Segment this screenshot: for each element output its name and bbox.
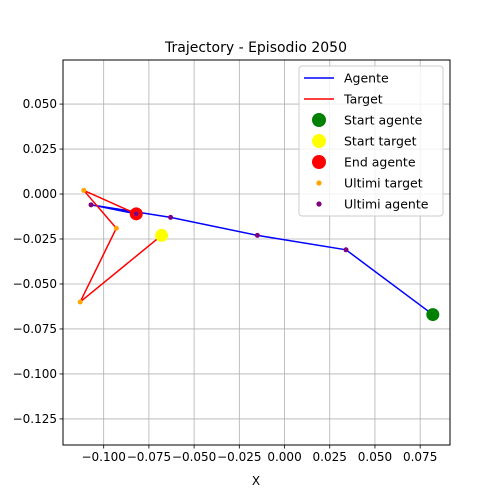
legend-label-ultimi-target: Ultimi target [344,176,423,191]
x-tick-label: 0.075 [403,450,437,464]
x-tick-label: −0.050 [172,450,216,464]
x-tick-label: 0.000 [267,450,301,464]
y-tick-label: 0.050 [23,97,57,111]
last-agent-point [254,232,260,238]
x-tick-label: 0.050 [358,450,392,464]
last-agent-point [343,247,349,253]
y-tick-label: −0.075 [13,322,57,336]
last-target-point [77,299,83,305]
axes-frame [62,59,451,446]
legend-swatch-end-agente [312,155,326,169]
y-tick-label: −0.050 [13,277,57,291]
x-tick-label: −0.100 [81,450,125,464]
start-agent-marker [426,308,440,322]
last-target-point [113,225,119,231]
legend-swatch-ultimi-target [316,180,322,186]
last-agent-point [168,214,174,220]
x-tick-label: −0.025 [217,450,261,464]
y-tick-label: 0.000 [23,187,57,201]
legend-label-start-agente: Start agente [344,113,423,128]
y-tick-label: −0.125 [13,412,57,426]
y-tick-label: −0.100 [13,367,57,381]
legend-box [298,65,444,217]
x-tick-label: 0.025 [313,450,347,464]
legend-label-ultimi-agente: Ultimi agente [344,197,429,212]
legend: Agente Target Start agente Start target End … [298,65,444,217]
plot-area [77,187,440,322]
tick-layer: −0.100 −0.075 −0.050 −0.025 0.000 0.025 0.050 0… [13,97,438,464]
legend-swatch-start-agente [312,113,326,127]
legend-swatch-start-target [312,134,326,148]
legend-label-start-target: Start target [344,134,417,149]
y-tick-label: 0.025 [23,142,57,156]
last-agent-point [88,202,94,208]
last-target-point [81,187,87,193]
chart-title: Trajectory - Episodio 2050 [164,40,347,56]
y-tick-label: −0.025 [13,232,57,246]
legend-label-agente: Agente [344,71,389,86]
agent-trajectory-line [90,204,434,316]
last-agent-point [133,211,139,217]
x-axis-label: X [252,474,260,488]
legend-label-end-agente: End agente [344,155,416,170]
legend-swatch-ultimi-agente [316,201,322,207]
start-target-marker [155,228,169,242]
x-tick-label: −0.075 [127,450,171,464]
legend-label-target: Target [343,92,383,107]
